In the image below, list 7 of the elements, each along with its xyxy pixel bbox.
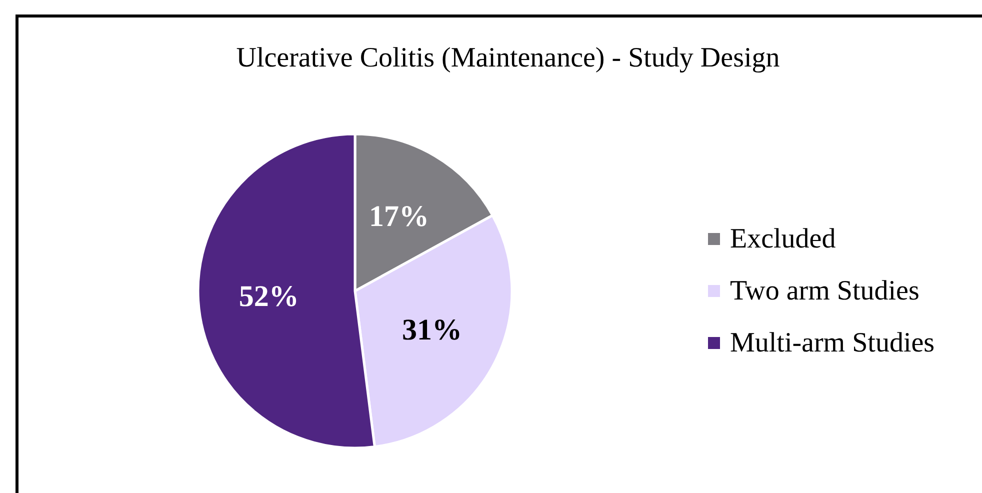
chart-title: Ulcerative Colitis (Maintenance) - Study Design bbox=[236, 42, 780, 74]
data-label: 52% bbox=[238, 280, 299, 313]
legend-label: Two arm Studies bbox=[730, 276, 920, 306]
legend-label: Multi-arm Studies bbox=[730, 328, 935, 358]
data-label: 31% bbox=[402, 314, 462, 347]
data-label: 17% bbox=[368, 200, 429, 234]
legend-label: Excluded bbox=[730, 224, 836, 254]
